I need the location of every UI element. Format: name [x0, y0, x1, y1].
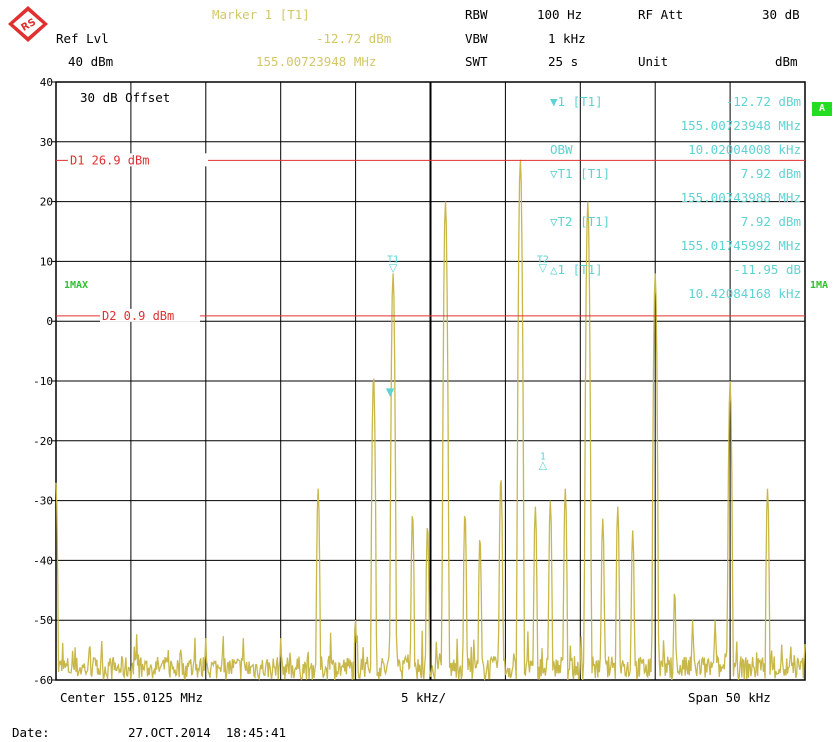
date-label: Date:	[12, 725, 50, 740]
trace-mode-left: 1MAX	[64, 280, 89, 291]
marker-table-sub: 10.42084168 kHz	[688, 286, 801, 301]
swt-label: SWT	[465, 54, 488, 69]
display-line-label-bg	[100, 308, 200, 322]
swt-value: 25 s	[548, 54, 579, 69]
marker-table-name: ▽T2 [T1]	[550, 214, 611, 229]
marker-table-name: △1 [T1]	[550, 262, 603, 277]
display-line-label-d2: D2 0.9 dBm	[102, 309, 174, 323]
marker-table-value: 7.92 dBm	[740, 166, 801, 181]
marker-table-name: OBW	[550, 142, 573, 157]
marker-delta-1-label: 1	[540, 452, 546, 463]
rbw-label: RBW	[465, 7, 488, 22]
y-tick-label: -50	[33, 614, 53, 627]
y-tick-label: 40	[40, 76, 53, 89]
date-value: 27.OCT.2014 18:45:41	[128, 725, 287, 740]
center-frequency: Center 155.0125 MHz	[60, 690, 203, 705]
marker-t2: ▽	[539, 261, 548, 274]
marker-table-value: 10.02004008 kHz	[688, 142, 801, 157]
marker-table-value: -12.72 dBm	[725, 94, 801, 109]
y-tick-label: -40	[33, 554, 53, 567]
marker-table-value: -11.95 dB	[733, 262, 801, 277]
marker-t2-label: T2	[537, 254, 549, 265]
marker-table-name: ▼1 [T1]	[550, 94, 603, 109]
span: Span 50 kHz	[688, 690, 771, 705]
vbw-label: VBW	[465, 31, 488, 46]
marker-table-sub: 155.00723948 MHz	[680, 118, 801, 133]
marker-table-sub: 155.01745992 MHz	[680, 238, 801, 253]
rbw-value: 100 Hz	[537, 7, 583, 22]
marker-table-value: 7.92 dBm	[740, 214, 801, 229]
trace-1	[55, 159, 806, 681]
y-tick-label: 10	[40, 255, 53, 268]
y-tick-label: -60	[33, 674, 53, 687]
marker-1: ▼	[386, 385, 395, 398]
trace-a-badge: A	[812, 102, 832, 116]
offset-label: 30 dB Offset	[80, 90, 171, 105]
marker-t1: ▽	[389, 261, 398, 274]
vbw-value: 1 kHz	[548, 31, 586, 46]
marker-level: -12.72 dBm	[316, 31, 392, 46]
marker-freq: 155.00723948 MHz	[256, 54, 377, 69]
y-tick-label: -30	[33, 495, 53, 508]
marker-table-name: ▽T1 [T1]	[550, 166, 611, 181]
display-line-label-d1: D1 26.9 dBm	[70, 153, 149, 167]
frequency-per-div: 5 kHz/	[401, 690, 447, 705]
unit-label: Unit	[638, 54, 669, 69]
y-tick-label: 20	[40, 196, 53, 209]
ref-lvl-value: 40 dBm	[68, 54, 114, 69]
rf-att-label: RF Att	[638, 7, 684, 22]
marker-table-sub: 155.00743988 MHz	[680, 190, 801, 205]
rs-logo: RS	[8, 6, 48, 42]
y-tick-label: 30	[40, 136, 53, 149]
y-tick-label: -10	[33, 375, 53, 388]
display-line-label-bg	[68, 153, 208, 167]
rf-att-value: 30 dB	[762, 7, 800, 22]
y-tick-label: 0	[46, 315, 53, 328]
marker-delta-1: △	[539, 459, 548, 472]
trace-mode-right: 1MA	[810, 280, 829, 291]
ref-lvl-label: Ref Lvl	[56, 31, 109, 46]
y-tick-label: -20	[33, 435, 53, 448]
unit-value: dBm	[775, 54, 798, 69]
marker-title: Marker 1 [T1]	[212, 7, 310, 22]
marker-t1-label: T1	[387, 254, 399, 265]
